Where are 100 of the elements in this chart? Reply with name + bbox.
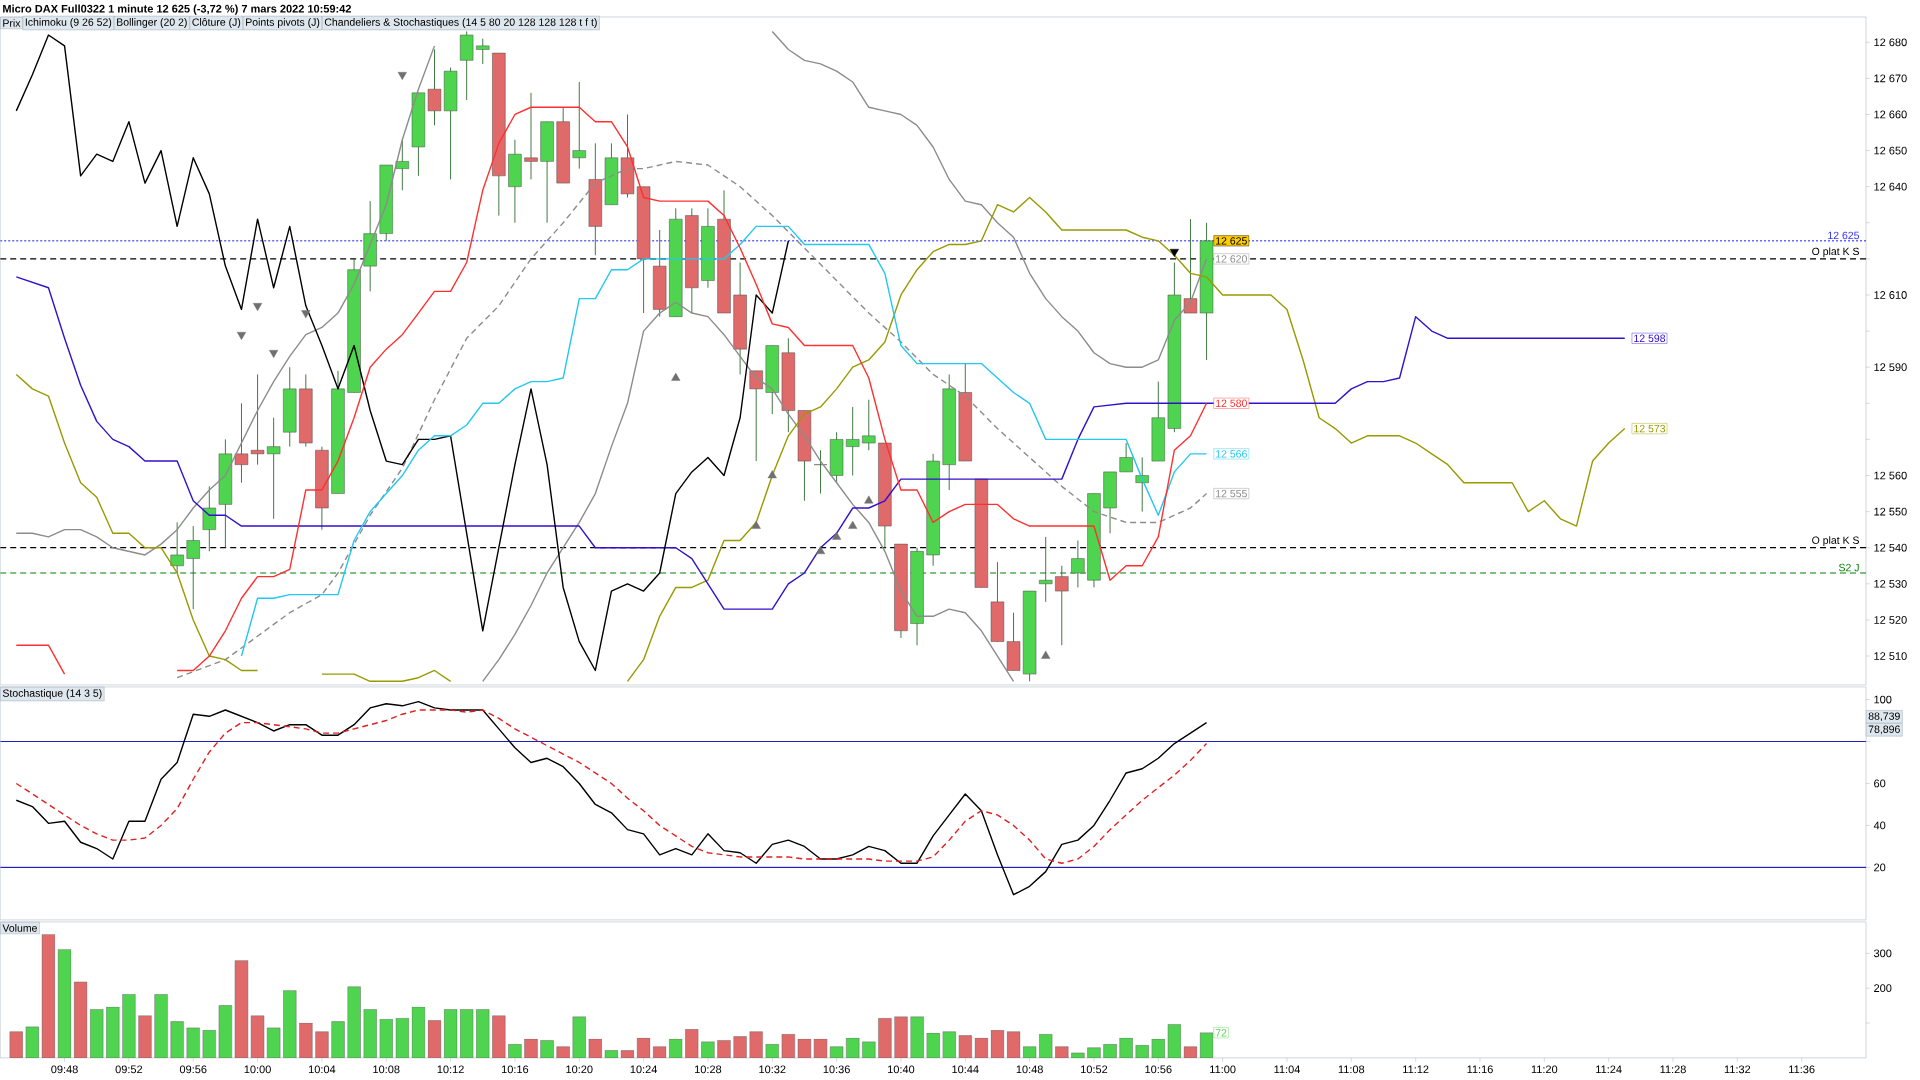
bar — [427, 1020, 442, 1058]
x-tick-label: 11:12 — [1403, 1065, 1429, 1074]
y-tick-label: 12 520 — [1874, 616, 1907, 624]
x-tick-label: 10:24 — [630, 1065, 658, 1074]
x-tick-label: 11:08 — [1338, 1065, 1365, 1074]
x-tick-label: 10:48 — [1016, 1065, 1043, 1074]
y-tick-label: 12 530 — [1874, 580, 1907, 588]
chart-title: Micro DAX Full0322 1 minute 12 625 (-3,72 %) 7 mars 2022 10:59:42 — [3, 4, 352, 15]
x-tick-label: 10:36 — [823, 1065, 850, 1074]
candlestick — [862, 399, 876, 451]
line-series — [482, 301, 1015, 683]
y-tick-label: 12 550 — [1874, 507, 1907, 516]
data-label: 12 598 — [1634, 334, 1666, 343]
point — [269, 350, 279, 359]
point — [397, 72, 407, 81]
point — [816, 546, 826, 555]
candlestick — [1119, 442, 1133, 473]
bar — [669, 1038, 683, 1058]
bar — [1103, 1044, 1117, 1058]
bar — [9, 1031, 23, 1058]
x-tick-label: 11:28 — [1660, 1065, 1686, 1074]
y-tick-label: 300 — [1873, 949, 1892, 958]
point — [671, 372, 681, 381]
point — [751, 520, 761, 529]
x-tick-label: 10:44 — [952, 1065, 979, 1074]
bar — [476, 1009, 490, 1058]
x-tick-label: 10:28 — [695, 1065, 722, 1074]
bar — [1039, 1033, 1053, 1058]
annotation: Ichimoku (9 26 52) — [25, 18, 112, 28]
x-tick-label: 11:24 — [1596, 1065, 1622, 1074]
bar — [1167, 1024, 1182, 1058]
chart-title: Stochastique (14 3 5) — [2, 689, 102, 699]
candlestick — [1135, 457, 1149, 513]
annotation: Chandeliers & Stochastiques (14 5 80 20 128 128 128 t f t) — [324, 18, 597, 28]
data-label: 12 555 — [1216, 489, 1247, 498]
bar — [1006, 1031, 1021, 1058]
bar — [588, 1038, 603, 1058]
y-tick-label: 12 510 — [1874, 652, 1907, 660]
bar — [459, 1009, 474, 1058]
bar — [443, 1009, 458, 1058]
text: 78,896 — [1868, 725, 1900, 735]
x-tick-label: 10:12 — [437, 1065, 464, 1074]
y-tick-label: 12 560 — [1874, 471, 1907, 480]
ref-line-label: S2 J — [1838, 563, 1859, 572]
point — [301, 310, 311, 319]
bar — [1135, 1045, 1149, 1058]
y-tick-label: 12 660 — [1874, 110, 1907, 119]
y-tick-label: 100 — [1874, 695, 1892, 704]
y-tick-label: 12 540 — [1874, 543, 1907, 552]
line-series — [176, 160, 1208, 679]
point — [832, 531, 842, 540]
bar — [958, 1035, 972, 1058]
data-label: 72 — [1215, 1029, 1227, 1037]
candlestick — [1055, 565, 1069, 646]
point — [1169, 249, 1179, 257]
candlestick — [266, 417, 281, 520]
point — [253, 303, 263, 312]
text: 88,739 — [1868, 712, 1900, 722]
bar — [395, 1017, 410, 1058]
bar — [620, 1050, 635, 1058]
x-tick-label: 11:04 — [1274, 1065, 1300, 1074]
candlestick — [395, 139, 410, 191]
bar — [508, 1044, 522, 1058]
ref-line-label: O plat K S — [1812, 536, 1860, 547]
y-tick-label: 12 680 — [1874, 38, 1907, 47]
y-tick-label: 12 650 — [1874, 146, 1907, 155]
x-tick-label: 10:00 — [244, 1065, 271, 1074]
candlestick — [1039, 536, 1053, 603]
x-tick-label: 11:32 — [1724, 1065, 1751, 1074]
y-tick-label: 12 590 — [1874, 363, 1907, 372]
ref-line-label: O plat K S — [1812, 247, 1860, 258]
candlestick — [476, 38, 490, 65]
data-label: 12 566 — [1216, 450, 1247, 458]
bar — [1087, 1047, 1101, 1058]
bar — [1151, 1038, 1165, 1058]
bar — [1055, 1046, 1069, 1058]
bar — [540, 1040, 554, 1058]
text: 12 625 — [1216, 237, 1247, 245]
x-tick-label: 10:52 — [1081, 1065, 1108, 1074]
candlestick — [524, 92, 538, 180]
bar — [556, 1046, 570, 1058]
x-tick-label: 11:20 — [1531, 1065, 1558, 1074]
candlestick — [572, 81, 586, 170]
x-tick-label: 10:08 — [373, 1065, 400, 1074]
x-tick-label: 11:36 — [1789, 1065, 1815, 1074]
bar — [1022, 1046, 1037, 1058]
annotation: Bollinger (20 2) — [117, 18, 187, 28]
annotation: Clôture (J) — [192, 18, 241, 28]
point — [236, 332, 247, 340]
bar — [604, 1050, 619, 1058]
x-tick-label: 10:56 — [1145, 1065, 1172, 1074]
y-tick-label: 12 670 — [1874, 74, 1907, 83]
bar — [1119, 1037, 1133, 1058]
bar — [411, 1006, 426, 1058]
point — [864, 495, 874, 504]
candlestick — [1071, 540, 1085, 588]
x-tick-label: 09:56 — [179, 1065, 207, 1074]
bar — [524, 1038, 538, 1058]
y-tick-label: 200 — [1874, 984, 1892, 993]
bar — [926, 1032, 940, 1058]
